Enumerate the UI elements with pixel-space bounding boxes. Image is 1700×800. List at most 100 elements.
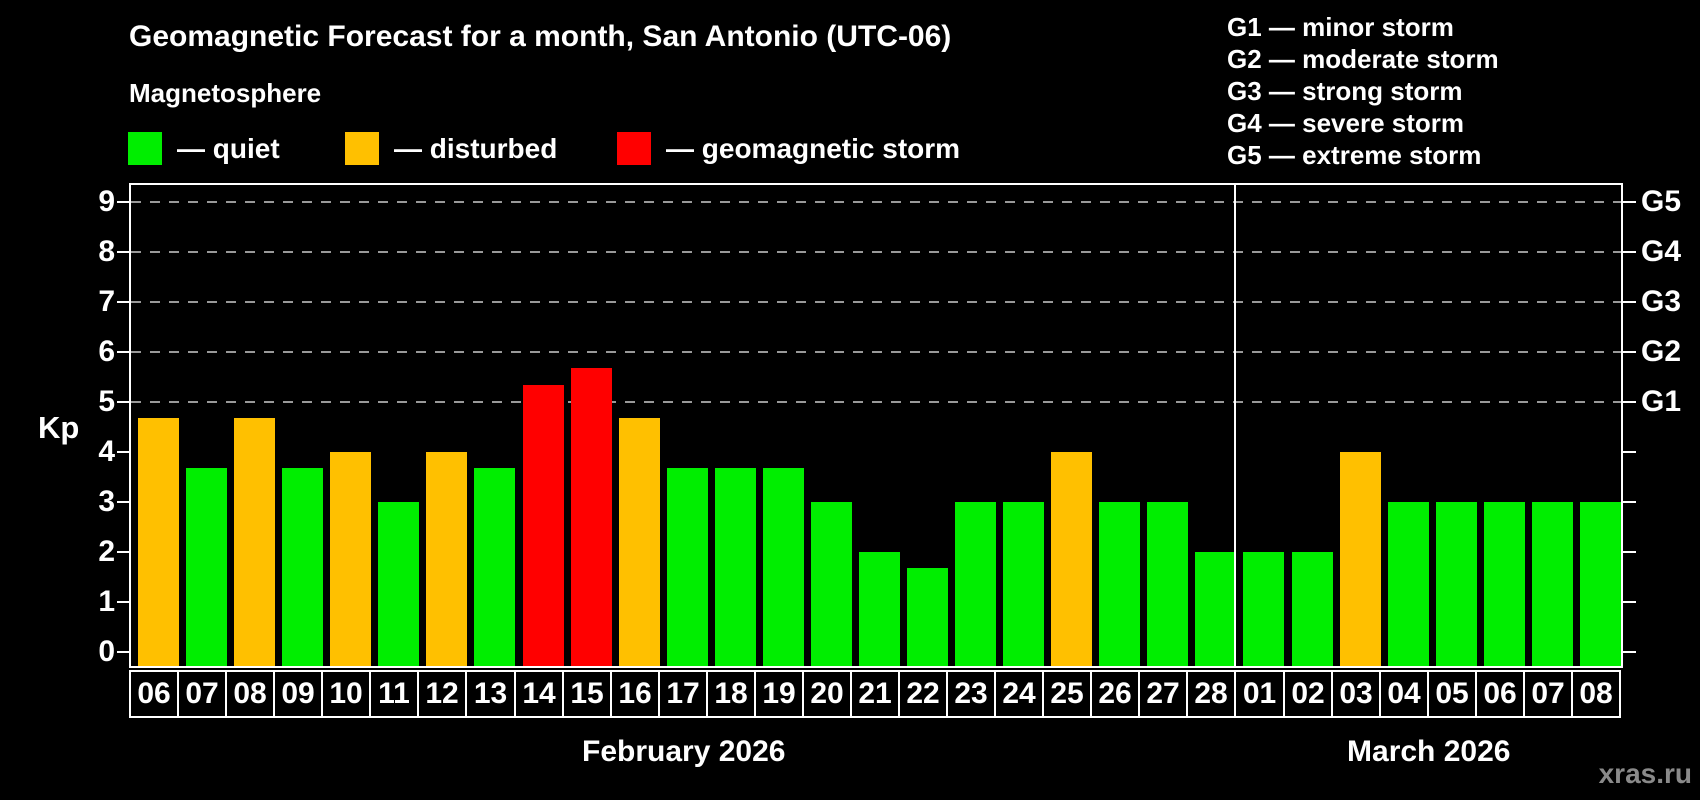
y-tick-label-9: 9 [98, 185, 115, 218]
y-tick-right-9 [1623, 201, 1636, 203]
day-label-feb-20: 20 [802, 670, 852, 718]
day-label-mar-03: 03 [1331, 670, 1381, 718]
y-tick-label-2: 2 [98, 535, 115, 568]
month-separator-line [1234, 185, 1236, 666]
g-axis-label-g4: G4 [1641, 235, 1682, 268]
y-tick-right-2 [1623, 551, 1636, 553]
bar-feb-28 [1195, 552, 1236, 666]
gridline-kp9 [131, 201, 1621, 203]
day-label-feb-17: 17 [658, 670, 708, 718]
legend-item-quiet: — quiet [128, 132, 280, 165]
day-label-mar-05: 05 [1427, 670, 1477, 718]
bar-mar-02 [1292, 552, 1333, 666]
g-axis-label-g3: G3 [1641, 285, 1682, 318]
gridline-kp6 [131, 351, 1621, 353]
gridline-kp7 [131, 301, 1621, 303]
day-label-mar-06: 06 [1475, 670, 1525, 718]
legend-item-storm: — geomagnetic storm [617, 132, 960, 165]
bar-feb-13 [474, 468, 515, 666]
legend-swatch-disturbed [345, 132, 379, 165]
day-label-feb-26: 26 [1090, 670, 1140, 718]
day-label-mar-07: 07 [1523, 670, 1573, 718]
y-tick-label-6: 6 [98, 335, 115, 368]
bar-feb-26 [1099, 502, 1140, 666]
bar-feb-08 [234, 418, 275, 666]
legend-swatch-storm [617, 132, 651, 165]
day-label-feb-11: 11 [369, 670, 419, 718]
g-legend-line-2: G2 — moderate storm [1227, 44, 1499, 74]
g-axis-label-g5: G5 [1641, 185, 1682, 218]
bar-feb-23 [955, 502, 996, 666]
bar-feb-16 [619, 418, 660, 666]
g-legend-line-5: G5 — extreme storm [1227, 140, 1482, 170]
g-legend-line-1: G1 — minor storm [1227, 12, 1454, 42]
bar-feb-20 [811, 502, 852, 666]
day-label-feb-21: 21 [850, 670, 900, 718]
day-label-feb-27: 27 [1138, 670, 1188, 718]
y-tick-right-3 [1623, 501, 1636, 503]
g-axis-label-g1: G1 [1641, 385, 1682, 418]
day-label-feb-15: 15 [562, 670, 612, 718]
bar-feb-19 [763, 468, 804, 666]
bar-feb-14 [523, 385, 564, 666]
g-legend-line-4: G4 — severe storm [1227, 108, 1465, 138]
bar-feb-25 [1051, 452, 1092, 666]
g-axis-label-g2: G2 [1641, 335, 1682, 368]
bar-feb-17 [667, 468, 708, 666]
y-tick-right-4 [1623, 451, 1636, 453]
bar-mar-06 [1484, 502, 1525, 666]
day-label-feb-09: 09 [273, 670, 323, 718]
bar-feb-09 [282, 468, 323, 666]
bar-feb-24 [1003, 502, 1044, 666]
bar-feb-18 [715, 468, 756, 666]
bar-feb-06 [138, 418, 179, 666]
day-label-feb-23: 23 [946, 670, 996, 718]
day-label-mar-08: 08 [1571, 670, 1621, 718]
day-label-feb-08: 08 [225, 670, 275, 718]
y-tick-label-7: 7 [98, 285, 115, 318]
day-axis: 06 07 08 09 10 11 12 13 14 15 16 17 18 19 20 21 22 23 24 25… [129, 670, 1623, 718]
status-legend: — quiet — disturbed — geomagnetic storm [0, 132, 1100, 166]
y-tick-right-6 [1623, 351, 1636, 353]
y-tick-left-0 [117, 651, 129, 653]
legend-item-disturbed: — disturbed [345, 132, 557, 165]
day-label-feb-13: 13 [465, 670, 516, 718]
y-tick-right-0 [1623, 651, 1636, 653]
legend-label-quiet: — quiet [177, 133, 280, 164]
legend-label-disturbed: — disturbed [394, 133, 558, 164]
watermark: xras.ru [1598, 758, 1692, 789]
bar-mar-04 [1388, 502, 1429, 666]
bar-feb-07 [186, 468, 227, 666]
y-tick-label-3: 3 [98, 485, 115, 518]
bar-feb-12 [426, 452, 467, 666]
y-tick-left-5 [117, 401, 129, 403]
y-tick-right-1 [1623, 601, 1636, 603]
y-tick-left-9 [117, 201, 129, 203]
gridline-kp8 [131, 251, 1621, 253]
y-tick-left-1 [117, 601, 129, 603]
day-label-feb-19: 19 [754, 670, 804, 718]
day-label-feb-14: 14 [514, 670, 564, 718]
y-tick-label-8: 8 [98, 235, 115, 268]
day-label-feb-12: 12 [417, 670, 467, 718]
chart-title: Geomagnetic Forecast for a month, San An… [129, 20, 952, 53]
bar-feb-22 [907, 568, 948, 666]
day-label-feb-10: 10 [321, 670, 371, 718]
bar-feb-10 [330, 452, 371, 666]
month-label-march-2026: March 2026 [1347, 735, 1511, 768]
bar-feb-27 [1147, 502, 1188, 666]
magnetosphere-label: Magnetosphere [129, 78, 322, 108]
bar-mar-08 [1580, 502, 1621, 666]
y-tick-right-8 [1623, 251, 1636, 253]
y-tick-left-7 [117, 301, 129, 303]
g-legend-line-3: G3 — strong storm [1227, 76, 1463, 106]
y-axis-title: Kp [38, 410, 80, 445]
bar-mar-05 [1436, 502, 1477, 666]
y-tick-left-2 [117, 551, 129, 553]
bar-mar-07 [1532, 502, 1573, 666]
day-label-feb-24: 24 [994, 670, 1044, 718]
plot-area [129, 183, 1623, 668]
day-label-mar-02: 02 [1283, 670, 1333, 718]
day-label-mar-01: 01 [1234, 670, 1285, 718]
y-tick-right-7 [1623, 301, 1636, 303]
